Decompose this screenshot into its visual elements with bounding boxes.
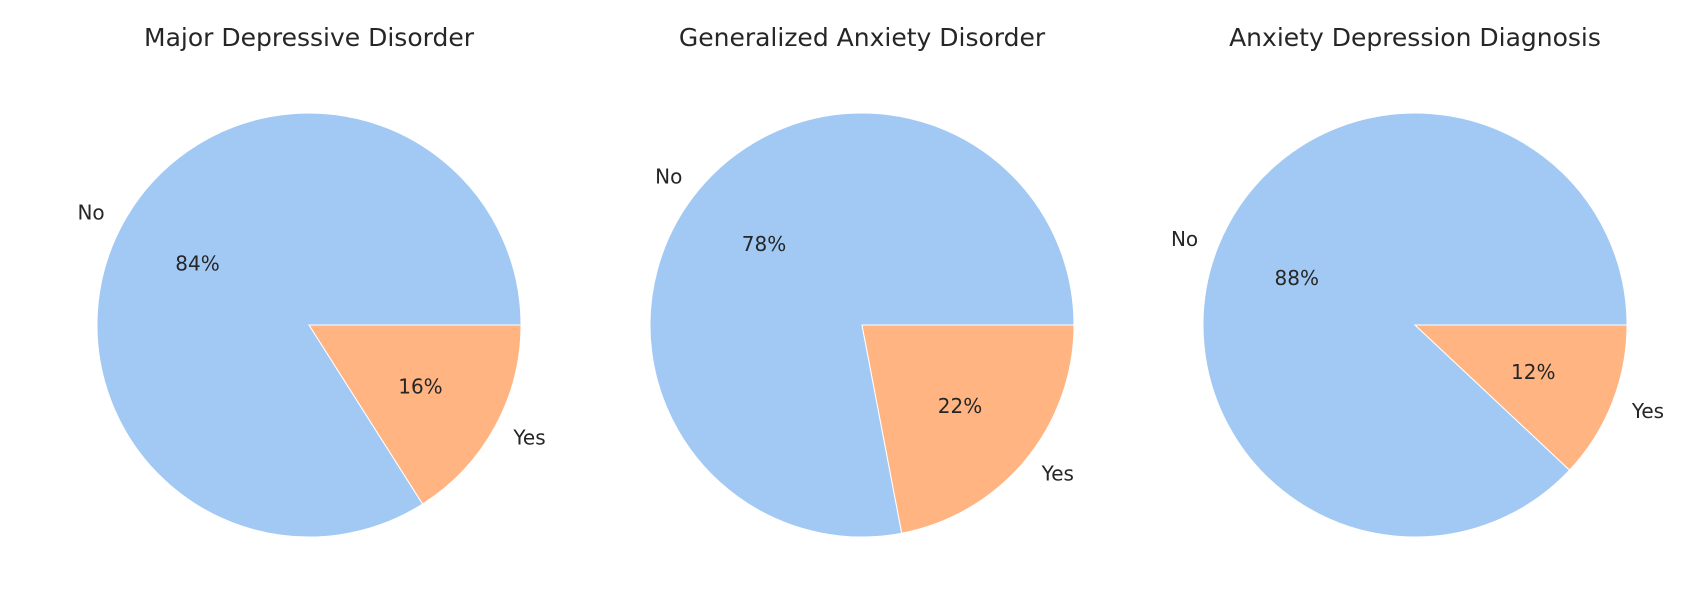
pie-chart-generalized-anxiety-disorder: 78% No 22% Yes Generalized Anxiety Disorder [649,23,1075,538]
pie-slice-yes [308,324,522,505]
pie-category-label: Yes [1041,462,1074,486]
pie-category-label: No [655,164,682,188]
pie-slice-yes [1413,324,1628,471]
chart-title: Anxiety Depression Diagnosis [1229,23,1601,52]
chart-title: Generalized Anxiety Disorder [679,23,1046,52]
pie-category-label: Yes [512,425,545,449]
pie-category-label: Yes [1631,399,1664,423]
pie-pct-label: 88% [1275,266,1319,290]
pie-pct-label: 12% [1511,360,1555,384]
pie-pct-label: 16% [398,374,442,398]
pie-category-label: No [1171,227,1198,251]
pie-chart-anxiety-depression-diagnosis: 88% No 12% Yes Anxiety Depression Diagnosis [1171,23,1664,538]
pie-slice-no [96,112,522,538]
pie-pct-label: 84% [175,252,219,276]
pie-pct-label: 78% [742,232,786,256]
pie-chart-major-depressive-disorder: 84% No 16% Yes Major Depressive Disorder [77,23,546,538]
pie-pct-label: 22% [938,394,982,418]
pie-category-label: No [77,201,104,225]
pie-slice-yes [861,324,1075,534]
chart-title: Major Depressive Disorder [144,23,475,52]
